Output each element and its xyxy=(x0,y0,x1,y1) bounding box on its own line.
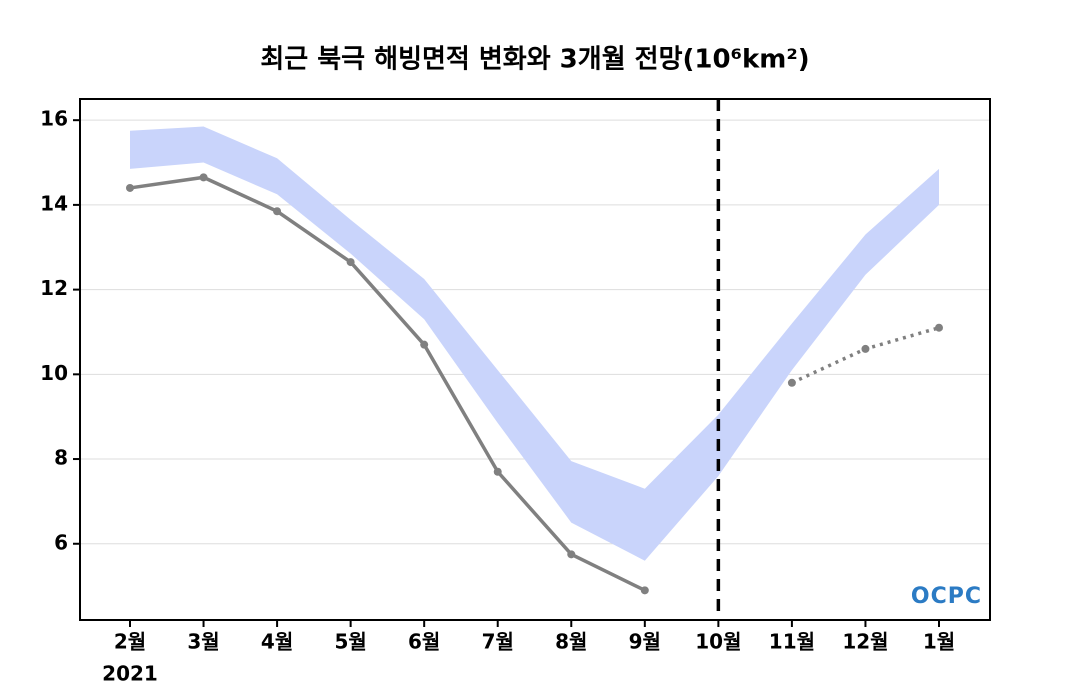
data-point xyxy=(935,323,943,332)
y-tick-label: 6 xyxy=(54,530,68,554)
x-tick-label: 11월 xyxy=(769,630,815,654)
x-tick-label: 1월 xyxy=(923,630,955,654)
data-point xyxy=(640,586,649,595)
data-point xyxy=(567,550,576,559)
y-tick-label: 14 xyxy=(40,191,68,215)
x-tick-label: 10월 xyxy=(695,630,741,654)
x-tick-label: 3월 xyxy=(187,630,219,654)
data-point xyxy=(126,183,134,192)
plot-frame xyxy=(79,98,991,621)
x-tick-label: 9월 xyxy=(629,630,661,654)
y-tick-label: 16 xyxy=(40,107,68,131)
data-point xyxy=(346,258,355,267)
x-tick-label: 8월 xyxy=(555,630,587,654)
data-point xyxy=(787,378,796,387)
data-point xyxy=(861,344,870,353)
x-tick-label: 7월 xyxy=(482,630,514,654)
x-tick-label: 4월 xyxy=(261,630,293,654)
data-point xyxy=(273,207,282,216)
y-tick-label: 10 xyxy=(40,361,68,385)
y-tick-label: 12 xyxy=(40,276,68,300)
year-label: 2021 xyxy=(102,662,158,686)
forecast-band xyxy=(130,126,939,561)
series-line xyxy=(129,175,646,592)
chart-title: 최근 북극 해빙면적 변화와 3개월 전망(10⁶km²) xyxy=(260,45,809,75)
data-point xyxy=(199,173,208,182)
x-tick-label: 6월 xyxy=(408,630,440,654)
x-tick-label: 5월 xyxy=(334,630,366,654)
x-tick-label: 12월 xyxy=(842,630,888,654)
logo: OCPC xyxy=(911,584,982,609)
x-tick-label: 2월 xyxy=(114,630,146,654)
data-point xyxy=(420,340,429,349)
data-point xyxy=(493,467,502,476)
y-tick-label: 8 xyxy=(54,446,68,470)
